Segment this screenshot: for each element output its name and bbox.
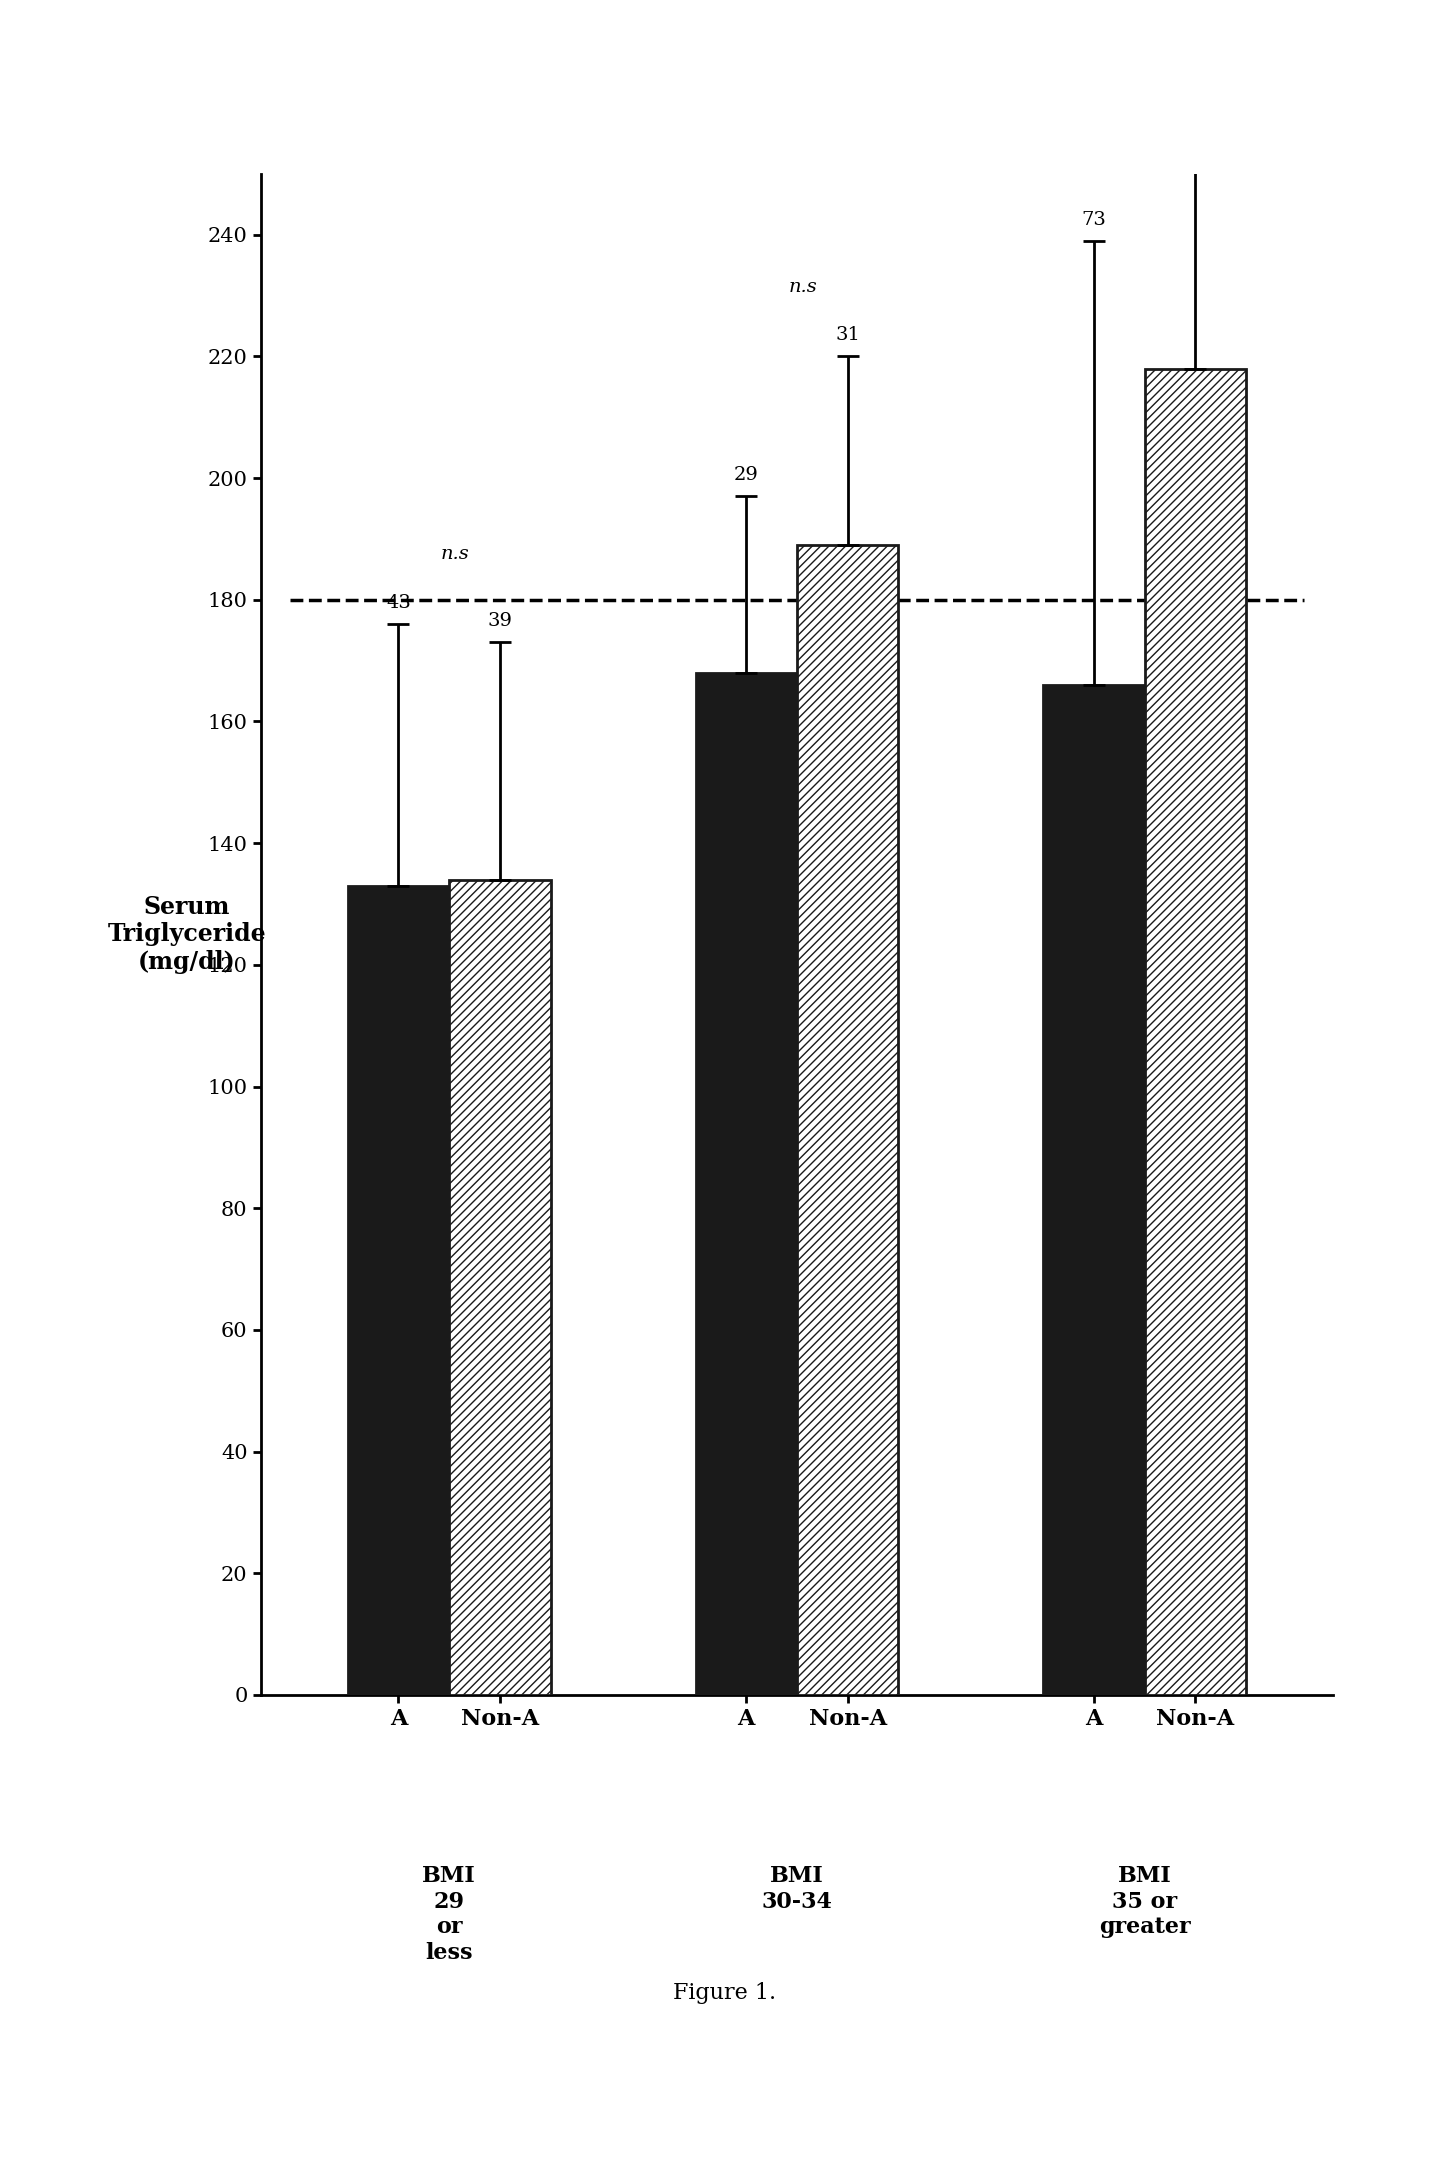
- Text: BMI
30-34: BMI 30-34: [762, 1864, 832, 1912]
- Text: BMI
29
or
less: BMI 29 or less: [422, 1864, 477, 1964]
- Text: 43: 43: [385, 593, 412, 613]
- Text: n.s: n.s: [440, 545, 469, 563]
- Bar: [1145, 369, 1246, 1695]
- Y-axis label: Serum
Triglyceride
(mg/dl): Serum Triglyceride (mg/dl): [107, 895, 267, 974]
- Text: BMI
35 or
greater: BMI 35 or greater: [1098, 1864, 1191, 1938]
- Text: Figure 1.: Figure 1.: [672, 1982, 777, 2004]
- Bar: [449, 880, 551, 1695]
- Bar: [797, 545, 898, 1695]
- Text: n.s: n.s: [788, 278, 817, 296]
- Text: 73: 73: [1081, 211, 1107, 228]
- Text: 31: 31: [835, 326, 861, 343]
- Text: 39: 39: [487, 613, 513, 630]
- Text: 29: 29: [733, 467, 759, 485]
- Bar: [348, 887, 449, 1695]
- Bar: [696, 674, 797, 1695]
- Bar: [1043, 684, 1145, 1695]
